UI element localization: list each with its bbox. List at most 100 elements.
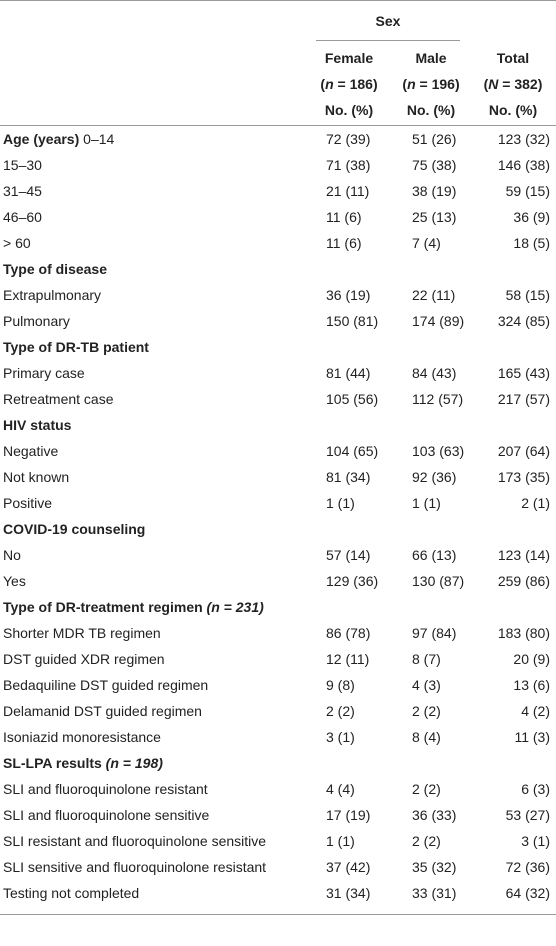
table-row: Extrapulmonary 36 (19) 22 (11) 58 (15) <box>0 282 556 308</box>
empty-cell <box>392 750 470 776</box>
table-row: Not known 81 (34) 92 (36) 173 (35) <box>0 464 556 490</box>
male-value: 2 (2) <box>412 833 441 849</box>
total-header-unit: No. (%) <box>488 102 538 118</box>
table-row: > 60 11 (6) 7 (4) 18 (5) <box>0 230 556 256</box>
category-row: Type of disease <box>0 256 556 282</box>
row-label-text: Negative <box>3 443 59 459</box>
total-value: 11 (3) <box>514 729 550 745</box>
row-label: HIV status <box>0 412 306 438</box>
empty-cell <box>306 750 392 776</box>
category-row: COVID-19 counseling <box>0 516 556 542</box>
category-row: Type of DR-TB patient <box>0 334 556 360</box>
row-label-text: Positive <box>3 495 53 511</box>
total-value: 2 (1) <box>521 495 550 511</box>
table-body: Age (years) 0–14 72 (39) 51 (26) 123 (32) 15… <box>0 126 556 907</box>
stub-header-cell <box>0 41 306 126</box>
empty-cell <box>306 516 392 542</box>
row-label-text: No <box>3 547 21 563</box>
row-label-text: 31–45 <box>3 183 42 199</box>
female-value: 4 (4) <box>326 781 355 797</box>
empty-cell <box>392 594 470 620</box>
total-value: 20 (9) <box>513 651 550 667</box>
table-row: SLI sensitive and fluoroquinolone resist… <box>0 854 556 880</box>
row-label: SLI sensitive and fluoroquinolone resist… <box>0 854 306 880</box>
male-value: 97 (84) <box>412 625 457 641</box>
category-label: Type of DR-treatment regimen <box>3 599 203 615</box>
female-value: 12 (11) <box>326 651 370 667</box>
row-label-text: Retreatment case <box>3 391 114 407</box>
male-value: 2 (2) <box>412 781 441 797</box>
row-label: SLI resistant and fluoroquinolone sensit… <box>0 828 306 854</box>
male-value: 38 (19) <box>412 183 457 199</box>
female-value: 72 (39) <box>326 131 371 147</box>
row-label: Yes <box>0 568 306 594</box>
empty-cell <box>470 516 556 542</box>
table-row: SLI resistant and fluoroquinolone sensit… <box>0 828 556 854</box>
row-label-text: Yes <box>3 573 26 589</box>
total-value: 217 (57) <box>497 391 550 407</box>
row-label-text: Not known <box>3 469 70 485</box>
row-label: > 60 <box>0 230 306 256</box>
empty-cell <box>470 594 556 620</box>
male-value: 8 (4) <box>412 729 441 745</box>
female-value: 86 (78) <box>326 625 371 641</box>
row-label: DST guided XDR regimen <box>0 646 306 672</box>
male-value: 36 (33) <box>412 807 457 823</box>
female-value: 81 (34) <box>326 469 371 485</box>
table-row: SLI and fluoroquinolone sensitive 17 (19)… <box>0 802 556 828</box>
table-row: Pulmonary 150 (81) 174 (89) 324 (85) <box>0 308 556 334</box>
row-label: Type of DR-TB patient <box>0 334 306 360</box>
row-label: 46–60 <box>0 204 306 230</box>
spacer-header <box>470 1 556 41</box>
female-value: 129 (36) <box>326 573 379 589</box>
row-label-text: 46–60 <box>3 209 42 225</box>
table-row: Isoniazid monoresistance 3 (1) 8 (4) 11 (3) <box>0 724 556 750</box>
table-row: 31–45 21 (11) 38 (19) 59 (15) <box>0 178 556 204</box>
row-label: Delamanid DST guided regimen <box>0 698 306 724</box>
empty-cell <box>392 412 470 438</box>
female-header-title: Female <box>324 50 374 66</box>
table-row: Age (years) 0–14 72 (39) 51 (26) 123 (32) <box>0 126 556 153</box>
table-row: No 57 (14) 66 (13) 123 (14) <box>0 542 556 568</box>
male-value: 66 (13) <box>412 547 457 563</box>
row-label: No <box>0 542 306 568</box>
total-value: 324 (85) <box>497 313 550 329</box>
category-suffix: (n = 198) <box>101 755 163 771</box>
category-row: SL-LPA results (n = 198) <box>0 750 556 776</box>
row-label-text: DST guided XDR regimen <box>3 651 165 667</box>
top-rule <box>0 0 556 1</box>
row-label: SLI and fluoroquinolone resistant <box>0 776 306 802</box>
female-value: 11 (6) <box>326 209 362 225</box>
row-label-text: Shorter MDR TB regimen <box>3 625 161 641</box>
table-row: 15–30 71 (38) 75 (38) 146 (38) <box>0 152 556 178</box>
male-value: 35 (32) <box>412 859 457 875</box>
row-label-text: SLI sensitive and fluoroquinolone resist… <box>3 859 267 875</box>
total-value: 64 (32) <box>505 885 550 901</box>
category-label: Type of DR-TB patient <box>3 339 149 355</box>
male-value: 25 (13) <box>412 209 457 225</box>
total-value: 72 (36) <box>505 859 550 875</box>
row-label: Primary case <box>0 360 306 386</box>
total-value: 207 (64) <box>497 443 550 459</box>
row-label-text: SLI and fluoroquinolone resistant <box>3 781 208 797</box>
row-label-text: Testing not completed <box>3 885 140 901</box>
male-value: 8 (7) <box>412 651 441 667</box>
total-value: 59 (15) <box>505 183 550 199</box>
table-row: Testing not completed 31 (34) 33 (31) 64 (3… <box>0 880 556 906</box>
row-label-text: Delamanid DST guided regimen <box>3 703 202 719</box>
empty-cell <box>470 256 556 282</box>
male-value: 84 (43) <box>412 365 457 381</box>
female-value: 1 (1) <box>326 833 355 849</box>
table-row: Delamanid DST guided regimen 2 (2) 2 (2) 4 … <box>0 698 556 724</box>
female-value: 104 (65) <box>326 443 379 459</box>
total-value: 259 (86) <box>497 573 550 589</box>
row-label: Type of DR-treatment regimen (n = 231) <box>0 594 306 620</box>
total-value: 18 (5) <box>513 235 550 251</box>
empty-cell <box>470 412 556 438</box>
category-row: HIV status <box>0 412 556 438</box>
row-label: Extrapulmonary <box>0 282 306 308</box>
total-value: 53 (27) <box>505 807 550 823</box>
male-value: 92 (36) <box>412 469 457 485</box>
male-header-unit: No. (%) <box>406 102 456 118</box>
table-row: Bedaquiline DST guided regimen 9 (8) 4 (3)… <box>0 672 556 698</box>
